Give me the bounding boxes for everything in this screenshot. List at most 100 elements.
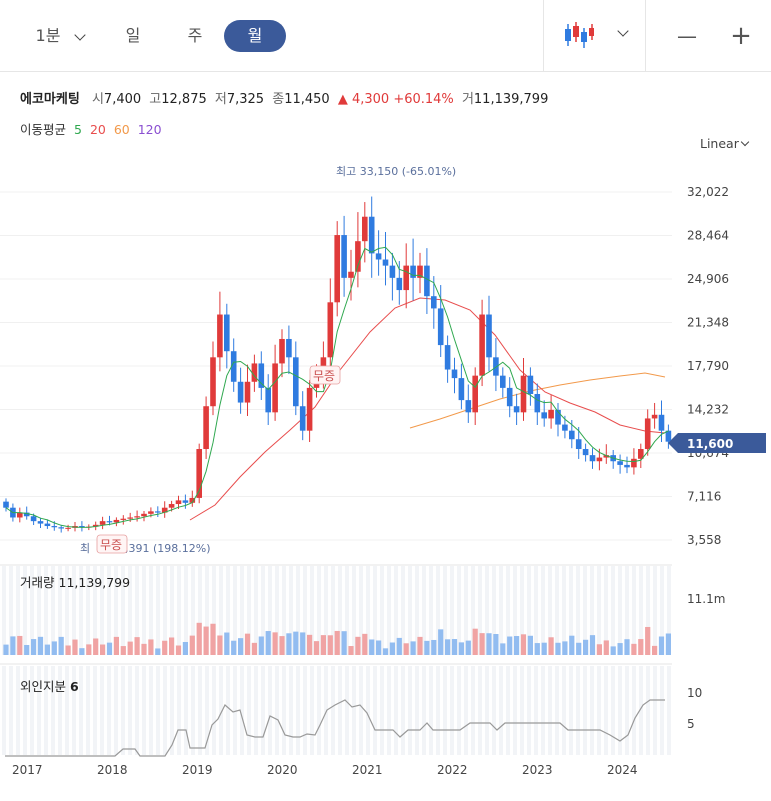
candle-body[interactable] xyxy=(196,449,202,498)
candle-body[interactable] xyxy=(534,393,541,413)
candle-body[interactable] xyxy=(444,345,451,370)
candle-body[interactable] xyxy=(382,259,389,266)
candle-body[interactable] xyxy=(210,357,216,407)
tab-month[interactable]: 월 xyxy=(224,20,286,52)
candle-body[interactable] xyxy=(258,363,265,388)
candle-body[interactable] xyxy=(375,253,382,260)
zoom-in-button[interactable]: + xyxy=(730,21,752,51)
candle-body[interactable] xyxy=(410,265,416,278)
ma-120[interactable]: 120 xyxy=(137,122,162,137)
candle-body[interactable] xyxy=(362,216,368,242)
candle-body[interactable] xyxy=(182,500,189,503)
candle-body[interactable] xyxy=(506,387,513,407)
candle-body[interactable] xyxy=(120,518,127,520)
candle-body[interactable] xyxy=(286,338,292,358)
candle-body[interactable] xyxy=(334,235,340,303)
candle-body[interactable] xyxy=(486,314,492,358)
candle-body[interactable] xyxy=(251,363,258,382)
candle-body[interactable] xyxy=(624,464,630,468)
candle-body[interactable] xyxy=(437,308,444,346)
candle-body[interactable] xyxy=(99,521,106,525)
candle-body[interactable] xyxy=(265,387,271,413)
candle-body[interactable] xyxy=(203,406,209,450)
candle-body[interactable] xyxy=(134,516,140,518)
candle-body[interactable] xyxy=(424,265,430,297)
candle-body[interactable] xyxy=(65,527,71,529)
candle-body[interactable] xyxy=(603,455,610,458)
candle-body[interactable] xyxy=(293,357,299,407)
candle-body[interactable] xyxy=(651,414,658,419)
candle-body[interactable] xyxy=(44,523,51,527)
candle-body[interactable] xyxy=(644,418,651,450)
candle-body[interactable] xyxy=(148,511,154,514)
candle-body[interactable] xyxy=(17,512,23,518)
ma-5[interactable]: 5 xyxy=(74,122,82,137)
candle-body[interactable] xyxy=(631,458,637,468)
candle-body[interactable] xyxy=(396,277,403,291)
candle-body[interactable] xyxy=(658,414,665,431)
candle-body[interactable] xyxy=(3,501,9,508)
candle-body[interactable] xyxy=(79,526,85,528)
candle-body[interactable] xyxy=(479,314,485,376)
ma-20[interactable]: 20 xyxy=(89,122,106,137)
candle-body[interactable] xyxy=(306,387,313,431)
candle-body[interactable] xyxy=(596,457,603,462)
candle-body[interactable] xyxy=(92,524,99,527)
scale-select[interactable]: Linear xyxy=(700,136,750,151)
candle-body[interactable] xyxy=(541,412,547,419)
candle-body[interactable] xyxy=(638,449,644,459)
candle-body[interactable] xyxy=(389,265,396,278)
candle-body[interactable] xyxy=(127,517,133,519)
candle-body[interactable] xyxy=(272,363,278,413)
candle-body[interactable] xyxy=(224,314,230,352)
candle-body[interactable] xyxy=(299,406,306,431)
tab-day[interactable]: 일 xyxy=(125,26,141,45)
candle-body[interactable] xyxy=(520,375,527,413)
candle-body[interactable] xyxy=(141,513,147,517)
tab-week[interactable]: 주 xyxy=(187,26,203,45)
candle-body[interactable] xyxy=(341,235,347,278)
interval-select[interactable]: 1분 xyxy=(35,26,61,45)
candle-body[interactable] xyxy=(327,302,334,358)
candle-body[interactable] xyxy=(451,369,458,379)
candle-body[interactable] xyxy=(230,351,237,382)
candle-body[interactable] xyxy=(458,378,465,401)
candle-body[interactable] xyxy=(569,430,575,440)
candle-body[interactable] xyxy=(175,500,182,505)
candle-body[interactable] xyxy=(30,516,37,522)
event-badge[interactable] xyxy=(96,534,128,554)
candle-body[interactable] xyxy=(355,241,361,272)
candle-body[interactable] xyxy=(589,455,596,462)
candle-body[interactable] xyxy=(665,430,672,442)
candle-body[interactable] xyxy=(58,527,64,529)
candle-body[interactable] xyxy=(279,338,285,364)
candle-body[interactable] xyxy=(106,521,113,523)
candle-body[interactable] xyxy=(513,406,520,413)
candle-body[interactable] xyxy=(617,461,623,465)
candle-body[interactable] xyxy=(217,314,223,358)
candle-body[interactable] xyxy=(582,449,589,456)
candle-body[interactable] xyxy=(465,400,472,413)
candle-body[interactable] xyxy=(161,507,168,513)
candle-body[interactable] xyxy=(562,424,568,431)
candle-body[interactable] xyxy=(168,504,175,508)
candle-body[interactable] xyxy=(155,511,161,513)
candle-body[interactable] xyxy=(244,381,251,403)
candle-body[interactable] xyxy=(472,375,478,413)
zoom-out-button[interactable]: — xyxy=(677,24,697,48)
candle-body[interactable] xyxy=(51,526,58,528)
event-badge[interactable] xyxy=(309,365,341,385)
candle-body[interactable] xyxy=(403,265,409,291)
candle-body[interactable] xyxy=(575,439,582,450)
candle-body[interactable] xyxy=(555,409,561,425)
candle-body[interactable] xyxy=(527,375,534,394)
candle-body[interactable] xyxy=(37,521,44,524)
candle-body[interactable] xyxy=(237,381,244,403)
candle-body[interactable] xyxy=(23,512,30,517)
candlestick-icon[interactable] xyxy=(563,20,595,50)
candle-body[interactable] xyxy=(548,409,554,419)
candle-body[interactable] xyxy=(417,265,423,278)
candle-body[interactable] xyxy=(500,375,506,388)
ma-60[interactable]: 60 xyxy=(113,122,130,137)
